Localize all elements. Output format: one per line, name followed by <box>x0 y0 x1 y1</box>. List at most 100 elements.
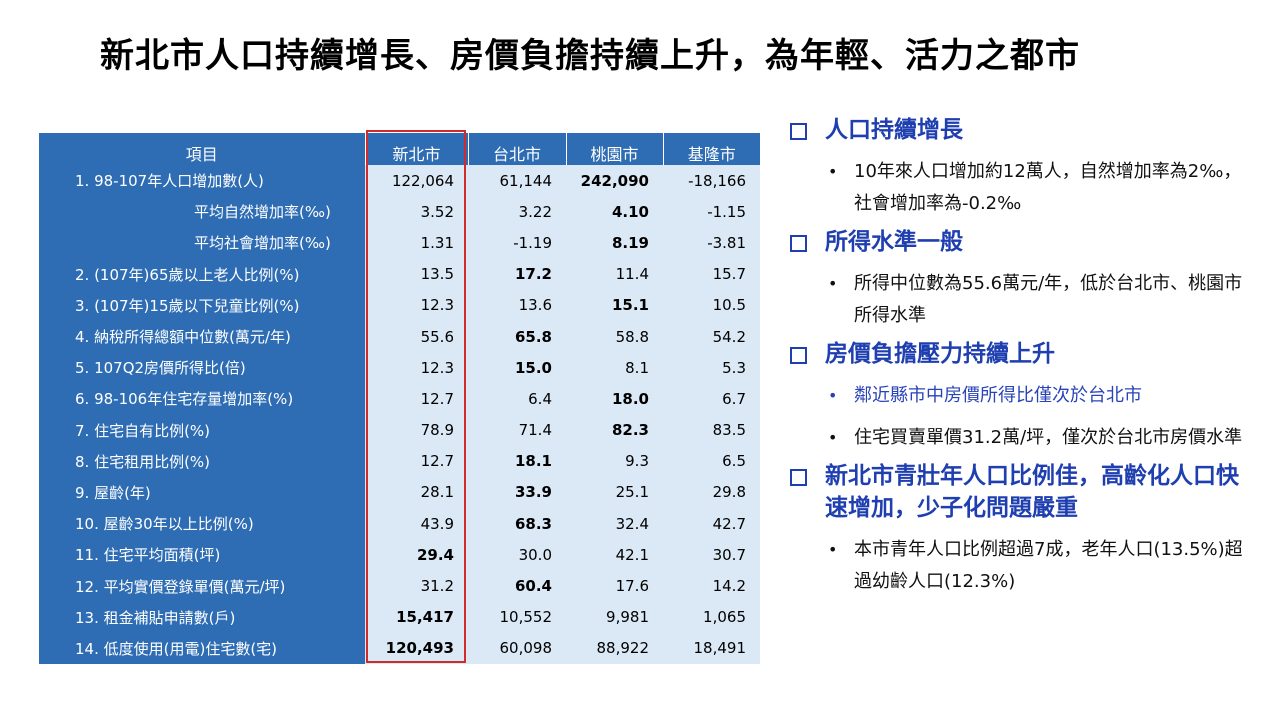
cell-keelung: -3.81 <box>663 227 760 259</box>
table-row: 14. 低度使用(用電)住宅數(宅) 120,493 60,098 88,922 18,… <box>39 632 760 664</box>
table-row: 6. 98-106年住宅存量增加率(%) 12.7 6.4 18.0 6.7 <box>39 383 760 415</box>
bullet-item: • 10年來人口增加約12萬人，自然增加率為2‰，社會增加率為-0.2‰ <box>828 156 1250 220</box>
cell-taipei: 60.4 <box>468 570 566 602</box>
cell-taoyuan: 42.1 <box>566 539 663 571</box>
cell-new-taipei: 120,493 <box>365 632 468 664</box>
cell-new-taipei: 13.5 <box>365 258 468 290</box>
table-row: 平均社會增加率(‰) 1.31 -1.19 8.19 -3.81 <box>39 227 760 259</box>
header-taipei: 台北市 <box>468 133 567 165</box>
bullet-item: • 本市青年人口比例超過7成，老年人口(13.5%)超過幼齡人口(12.3%) <box>828 534 1250 598</box>
bullet-text: 本市青年人口比例超過7成，老年人口(13.5%)超過幼齡人口(12.3%) <box>854 539 1243 592</box>
section-heading-text: 人口持續增長 <box>825 117 963 143</box>
row-label: 4. 納稅所得總額中位數(萬元/年) <box>39 320 365 353</box>
bullet-dot-icon: • <box>828 162 838 181</box>
row-label: 11. 住宅平均面積(坪) <box>39 539 365 571</box>
row-label: 6. 98-106年住宅存量增加率(%) <box>39 383 365 415</box>
bullet-dot-icon: • <box>828 540 838 559</box>
cell-taoyuan: 17.6 <box>566 570 663 602</box>
checkbox-square-icon <box>790 235 807 252</box>
cell-taoyuan: 8.1 <box>566 352 663 384</box>
row-label: 平均社會增加率(‰) <box>39 227 365 259</box>
cell-taipei: 71.4 <box>468 414 566 446</box>
row-label: 平均自然增加率(‰) <box>39 196 365 228</box>
cell-taoyuan: 58.8 <box>566 320 663 353</box>
cell-keelung: 5.3 <box>663 352 760 384</box>
cell-keelung: 54.2 <box>663 320 760 353</box>
cell-new-taipei: 12.3 <box>365 352 468 384</box>
cell-taipei: 17.2 <box>468 258 566 290</box>
cell-taoyuan: 82.3 <box>566 414 663 446</box>
cell-new-taipei: 55.6 <box>365 320 468 353</box>
cell-keelung: 30.7 <box>663 539 760 571</box>
header-taoyuan: 桃園市 <box>566 133 664 165</box>
row-label: 13. 租金補貼申請數(戶) <box>39 601 365 633</box>
bullet-text: 所得中位數為55.6萬元/年，低於台北市、桃園市所得水準 <box>854 273 1243 326</box>
cell-taipei: 15.0 <box>468 352 566 384</box>
row-label: 12. 平均實價登錄單價(萬元/坪) <box>39 570 365 602</box>
table-row: 3. (107年)15歲以下兒童比例(%) 12.3 13.6 15.1 10.5 <box>39 289 760 321</box>
checkbox-square-icon <box>790 123 807 140</box>
cell-taipei: 6.4 <box>468 383 566 415</box>
cell-taipei: 60,098 <box>468 632 566 664</box>
table-row: 12. 平均實價登錄單價(萬元/坪) 31.2 60.4 17.6 14.2 <box>39 570 760 602</box>
row-label: 9. 屋齡(年) <box>39 476 365 509</box>
header-item: 項目 <box>39 133 366 165</box>
table-row: 9. 屋齡(年) 28.1 33.9 25.1 29.8 <box>39 476 760 509</box>
cell-keelung: 15.7 <box>663 258 760 290</box>
table-row: 8. 住宅租用比例(%) 12.7 18.1 9.3 6.5 <box>39 445 760 477</box>
section-heading-text: 新北市青壯年人口比例佳，高齡化人口快速增加，少子化問題嚴重 <box>825 463 1239 521</box>
table-row: 11. 住宅平均面積(坪) 29.4 30.0 42.1 30.7 <box>39 539 760 571</box>
row-label: 3. (107年)15歲以下兒童比例(%) <box>39 289 365 321</box>
cell-new-taipei: 15,417 <box>365 601 468 633</box>
bullet-text: 住宅買賣單價31.2萬/坪，僅次於台北市房價水準 <box>854 427 1243 448</box>
cell-keelung: 14.2 <box>663 570 760 602</box>
cell-keelung: 1,065 <box>663 601 760 633</box>
checkbox-square-icon <box>790 347 807 364</box>
section-heading: 所得水準一般 <box>790 226 1250 258</box>
cell-keelung: -18,166 <box>663 165 760 197</box>
cell-taipei: 61,144 <box>468 165 566 197</box>
table-body: 1. 98-107年人口增加數(人) 122,064 61,144 242,090 -1… <box>39 165 760 664</box>
section-heading-text: 所得水準一般 <box>825 229 963 255</box>
cell-taoyuan: 8.19 <box>566 227 663 259</box>
cell-keelung: -1.15 <box>663 196 760 228</box>
cell-taipei: 13.6 <box>468 289 566 321</box>
bullet-dot-icon: • <box>828 274 838 293</box>
cell-new-taipei: 1.31 <box>365 227 468 259</box>
cell-keelung: 6.5 <box>663 445 760 477</box>
cell-taoyuan: 4.10 <box>566 196 663 228</box>
bullet-dot-icon: • <box>828 386 838 405</box>
cell-taipei: 3.22 <box>468 196 566 228</box>
cell-taipei: -1.19 <box>468 227 566 259</box>
bullet-item: • 住宅買賣單價31.2萬/坪，僅次於台北市房價水準 <box>828 422 1250 454</box>
cell-new-taipei: 31.2 <box>365 570 468 602</box>
table-row: 1. 98-107年人口增加數(人) 122,064 61,144 242,090 -1… <box>39 165 760 197</box>
section-heading: 新北市青壯年人口比例佳，高齡化人口快速增加，少子化問題嚴重 <box>790 460 1250 524</box>
table-row: 平均自然增加率(‰) 3.52 3.22 4.10 -1.15 <box>39 196 760 228</box>
bullet-text: 10年來人口增加約12萬人，自然增加率為2‰，社會增加率為-0.2‰ <box>854 161 1242 214</box>
row-label: 5. 107Q2房價所得比(倍) <box>39 352 365 384</box>
checkbox-square-icon <box>790 469 807 486</box>
header-keelung: 基隆市 <box>663 133 760 165</box>
cell-taoyuan: 88,922 <box>566 632 663 664</box>
cell-taipei: 18.1 <box>468 445 566 477</box>
cell-new-taipei: 12.7 <box>365 445 468 477</box>
cell-taoyuan: 32.4 <box>566 508 663 540</box>
section-heading: 房價負擔壓力持續上升 <box>790 338 1250 370</box>
cell-new-taipei: 78.9 <box>365 414 468 446</box>
cell-keelung: 29.8 <box>663 476 760 509</box>
page-title: 新北市人口持續增長、房價負擔持續上升，為年輕、活力之都市 <box>100 36 1080 76</box>
bullet-dot-icon: • <box>828 428 838 447</box>
cell-new-taipei: 12.3 <box>365 289 468 321</box>
cell-keelung: 6.7 <box>663 383 760 415</box>
cell-keelung: 83.5 <box>663 414 760 446</box>
section-heading: 人口持續增長 <box>790 114 1250 146</box>
cell-keelung: 18,491 <box>663 632 760 664</box>
table-row: 2. (107年)65歲以上老人比例(%) 13.5 17.2 11.4 15.7 <box>39 258 760 290</box>
cell-taoyuan: 18.0 <box>566 383 663 415</box>
table-row: 7. 住宅自有比例(%) 78.9 71.4 82.3 83.5 <box>39 414 760 446</box>
cell-taoyuan: 25.1 <box>566 476 663 509</box>
table-row: 5. 107Q2房價所得比(倍) 12.3 15.0 8.1 5.3 <box>39 352 760 384</box>
table-row: 4. 納稅所得總額中位數(萬元/年) 55.6 65.8 58.8 54.2 <box>39 320 760 353</box>
cell-keelung: 42.7 <box>663 508 760 540</box>
